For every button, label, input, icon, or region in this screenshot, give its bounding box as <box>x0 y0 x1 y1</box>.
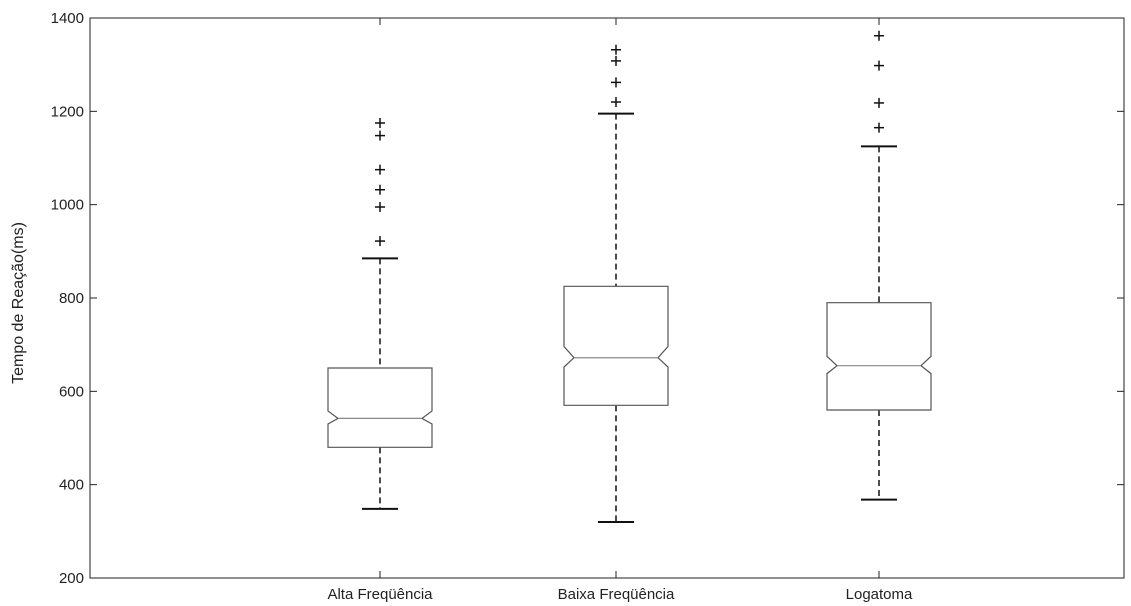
box-group <box>826 30 932 501</box>
y-tick-label: 800 <box>59 290 84 307</box>
y-tick-label: 1000 <box>51 197 84 214</box>
outlier-marker <box>611 44 621 55</box>
outlier-marker <box>611 77 621 88</box>
outlier-marker <box>375 236 385 247</box>
y-axis-ticks: 200 400 600 800 1000 1200 1400 <box>51 10 1124 587</box>
box-group <box>563 44 669 523</box>
box-body <box>563 285 669 406</box>
box-body <box>826 302 932 411</box>
x-tick-label: Logatoma <box>846 586 913 603</box>
y-tick-label: 200 <box>59 570 84 587</box>
outlier-marker <box>375 130 385 141</box>
outlier-marker <box>375 184 385 195</box>
box-group <box>327 118 433 510</box>
x-axis-ticks: Alta Freqüência Baixa Freqüência Logatoma <box>327 18 913 603</box>
y-tick-label: 600 <box>59 383 84 400</box>
outlier-marker <box>874 60 884 71</box>
outlier-marker <box>375 202 385 212</box>
outlier-marker <box>375 118 385 128</box>
outlier-marker <box>611 97 621 107</box>
y-axis-label: Tempo de Reação(ms) <box>10 222 27 384</box>
outlier-marker <box>874 30 884 41</box>
outlier-marker <box>874 122 884 133</box>
x-tick-label: Alta Freqüência <box>327 586 433 603</box>
boxes <box>327 30 932 523</box>
box-body <box>327 367 433 448</box>
y-tick-label: 1200 <box>51 103 84 120</box>
x-tick-label: Baixa Freqüência <box>558 586 675 603</box>
outlier-marker <box>874 97 884 108</box>
outlier-marker <box>611 55 621 66</box>
outlier-marker <box>375 164 385 175</box>
y-tick-label: 1400 <box>51 10 84 27</box>
y-tick-label: 400 <box>59 477 84 494</box>
